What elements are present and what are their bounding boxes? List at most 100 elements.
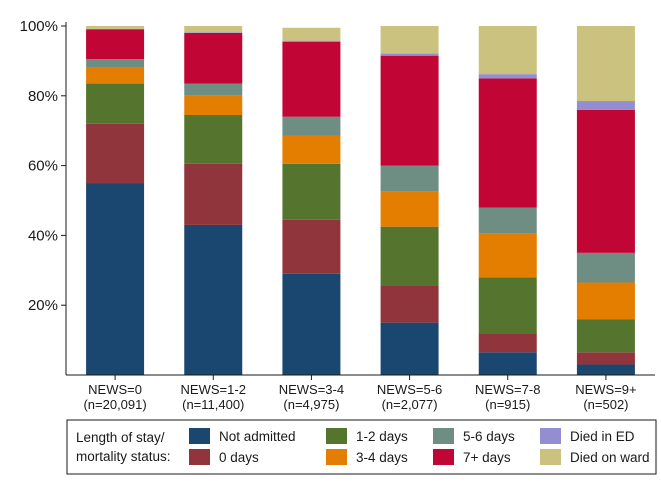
bar-segment — [380, 322, 439, 375]
bar-segment — [86, 29, 145, 60]
bar-segment — [576, 26, 635, 102]
bar-segment — [282, 219, 341, 274]
bar-segment — [478, 74, 537, 79]
legend-swatch — [326, 449, 347, 465]
bar-stack — [478, 26, 537, 375]
legend-label: 1-2 days — [356, 429, 408, 444]
bar-segment — [86, 123, 145, 184]
bar-segment — [576, 109, 635, 253]
bar-segment — [282, 116, 341, 136]
bar-segment — [478, 233, 537, 278]
legend-label: 3-4 days — [356, 450, 408, 465]
legend-label: Died on ward — [570, 450, 650, 465]
x-tick-label: NEWS=9+ — [575, 382, 636, 397]
bar-segment — [184, 26, 243, 33]
legend-swatch — [540, 428, 561, 444]
legend-item: 3-4 days — [326, 449, 408, 465]
x-tick-label: NEWS=1-2 — [181, 382, 246, 397]
bar-segment — [184, 32, 243, 84]
bar-segment — [184, 83, 243, 96]
bar-segment — [478, 207, 537, 234]
bar-segment — [576, 101, 635, 110]
legend-label: Died in ED — [570, 429, 635, 444]
x-tick-label: NEWS=5-6 — [377, 382, 442, 397]
x-tick-sublabel: (n=915) — [485, 397, 530, 412]
bars-layer — [86, 26, 635, 375]
bar-segment — [576, 252, 635, 283]
bar-stack — [576, 26, 635, 375]
bar-segment — [86, 183, 145, 375]
legend-label: Not admitted — [219, 429, 296, 444]
bar-segment — [86, 26, 145, 29]
bar-stack — [282, 27, 341, 375]
y-tick-label: 20% — [28, 297, 58, 314]
y-tick-label: 60% — [28, 158, 58, 175]
bar-segment — [380, 165, 439, 192]
bar-segment — [282, 135, 341, 164]
legend-label: 7+ days — [463, 450, 511, 465]
y-tick-label: 100% — [20, 18, 58, 35]
x-tick-sublabel: (n=2,077) — [382, 397, 438, 412]
legend-title: Length of stay/ — [76, 430, 165, 445]
bar-segment — [86, 83, 145, 124]
bar-segment — [576, 364, 635, 375]
bar-segment — [478, 333, 537, 353]
legend-item: 0 days — [189, 449, 259, 465]
bar-segment — [282, 27, 341, 41]
bar-segment — [478, 352, 537, 375]
y-tick-label: 80% — [28, 88, 58, 105]
legend-item: 5-6 days — [433, 428, 515, 444]
legend-label: 5-6 days — [463, 429, 515, 444]
bar-segment — [282, 41, 341, 117]
legend-item: Died on ward — [540, 449, 650, 465]
x-tick-label: NEWS=7-8 — [475, 382, 540, 397]
bar-segment — [576, 352, 635, 365]
bar-segment — [478, 26, 537, 75]
legend-swatch — [189, 449, 210, 465]
bar-stack — [86, 26, 145, 375]
bar-segment — [282, 163, 341, 220]
legend-title-line2: mortality status: — [76, 449, 171, 464]
bar-segment — [86, 28, 145, 30]
legend-swatch — [540, 449, 561, 465]
bar-segment — [184, 95, 243, 115]
bar-segment — [380, 226, 439, 287]
bar-segment — [380, 53, 439, 56]
axes-layer: NEWS=0(n=20,091) NEWS=1-2(n=11,400) NEWS=3… — [20, 18, 655, 412]
bar-segment — [380, 191, 439, 227]
bar-segment — [86, 67, 145, 84]
x-tick-sublabel: (n=4,975) — [283, 397, 339, 412]
bar-stack — [184, 26, 243, 375]
bar-segment — [184, 114, 243, 164]
legend-item: 1-2 days — [326, 428, 408, 444]
legend-swatch — [326, 428, 347, 444]
bar-segment — [184, 163, 243, 225]
legend-item: 7+ days — [433, 449, 511, 465]
bar-segment — [576, 319, 635, 353]
x-tick-label: NEWS=3-4 — [279, 382, 344, 397]
x-tick-sublabel: (n=20,091) — [83, 397, 146, 412]
legend-item: Died in ED — [540, 428, 635, 444]
legend-swatch — [189, 428, 210, 444]
bar-segment — [576, 282, 635, 320]
legend-swatch — [433, 449, 454, 465]
x-tick-sublabel: (n=11,400) — [182, 397, 244, 412]
bar-segment — [478, 277, 537, 334]
legend-swatch — [433, 428, 454, 444]
bar-segment — [380, 286, 439, 323]
legend-label: 0 days — [219, 450, 259, 465]
bar-stack — [380, 26, 439, 375]
bar-segment — [380, 55, 439, 166]
bar-segment — [184, 32, 243, 33]
bar-segment — [380, 26, 439, 54]
x-tick-sublabel: (n=502) — [583, 397, 628, 412]
y-tick-label: 40% — [28, 227, 58, 244]
bar-segment — [184, 224, 243, 375]
legend-item: Not admitted — [189, 428, 296, 444]
bar-segment — [282, 273, 341, 375]
bar-segment — [478, 78, 537, 208]
legend: Length of stay/mortality status: Not admi… — [66, 419, 657, 475]
x-tick-label: NEWS=0 — [88, 382, 142, 397]
